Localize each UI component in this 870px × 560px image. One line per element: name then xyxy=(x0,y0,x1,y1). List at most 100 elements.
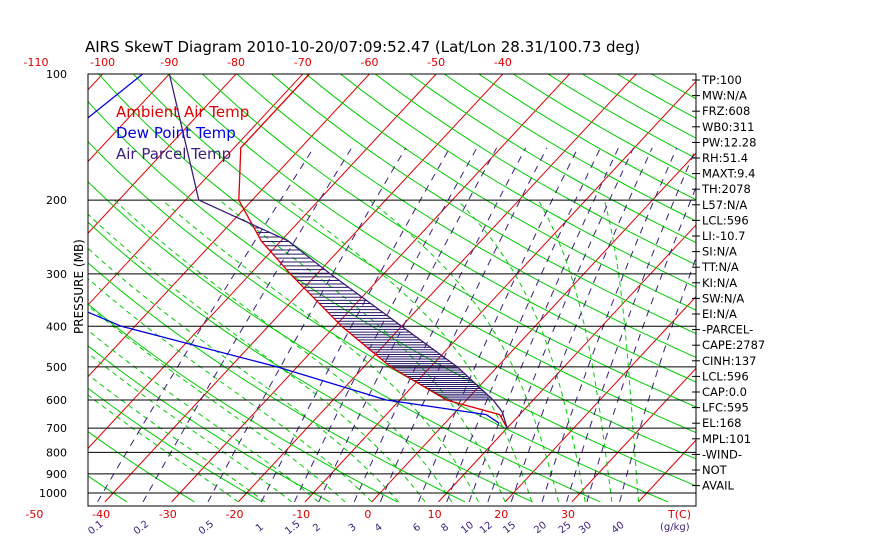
isotherm-line xyxy=(371,152,696,503)
mixing-ratio-line xyxy=(97,147,315,503)
mixing-ratio-tick-label: 20 xyxy=(532,520,549,537)
mixing-ratio-tick-label: 6 xyxy=(411,522,423,535)
index-item: TH:2078 xyxy=(701,182,751,196)
isotherm-line xyxy=(772,55,870,502)
isotherm-line xyxy=(88,74,171,163)
mixing-ratio-tick-label: 1.5 xyxy=(283,519,302,537)
isotherm-line xyxy=(171,74,571,503)
pressure-tick-label: 600 xyxy=(46,394,67,407)
dry-adiabat-line xyxy=(88,181,601,503)
index-item: EI:N/A xyxy=(702,307,737,321)
ambient-temp-line xyxy=(238,74,508,429)
index-item: LI:-10.7 xyxy=(702,229,745,243)
moist-adiabat-line xyxy=(161,199,479,503)
bottom-temp-tick-label: 0 xyxy=(364,508,371,521)
top-temp-tick-label: -110 xyxy=(23,56,48,69)
index-item: CINH:137 xyxy=(702,354,757,368)
pressure-tick-label: 800 xyxy=(46,446,67,459)
mixing-ratio-tick-label: 30 xyxy=(577,520,594,537)
top-temp-tick-label: -50 xyxy=(427,56,445,69)
moist-adiabat-line xyxy=(88,304,346,503)
dry-adiabat-line xyxy=(88,345,330,503)
index-item: NOT xyxy=(702,463,728,477)
isotherm-line xyxy=(504,295,696,503)
top-temp-tick-label: -70 xyxy=(294,56,312,69)
index-item: EL:168 xyxy=(702,416,742,430)
isotherm-line xyxy=(88,74,237,234)
chart-legend: Ambient Air Temp Dew Point Temp Air Parcel… xyxy=(116,103,249,163)
index-item: L57:N/A xyxy=(702,198,747,212)
pressure-tick-label: 900 xyxy=(46,468,67,481)
index-item: MPL:101 xyxy=(702,432,751,446)
isotherm-line xyxy=(571,367,696,503)
pressure-tick-label: 500 xyxy=(46,361,67,374)
legend-item: Air Parcel Temp xyxy=(116,145,231,163)
moist-adiabat-line xyxy=(288,199,533,503)
index-item: PW:12.28 xyxy=(702,135,756,149)
index-item: KI:N/A xyxy=(702,276,737,290)
index-item: CAPE:2787 xyxy=(702,338,765,352)
legend-item: Dew Point Temp xyxy=(116,124,236,142)
isotherm-line xyxy=(104,74,504,503)
mixing-ratio-line xyxy=(510,147,653,503)
index-item: WB0:311 xyxy=(702,120,754,134)
mixing-ratio-tick-label: 8 xyxy=(439,522,451,535)
bottom-temp-tick-label: 10 xyxy=(428,508,442,521)
legend-item: Ambient Air Temp xyxy=(116,103,249,121)
dry-adiabat-line xyxy=(88,387,263,503)
dry-adiabat-line xyxy=(88,431,195,503)
bottom-temp-tick-label: 20 xyxy=(494,508,508,521)
dry-adiabat-line xyxy=(305,74,696,311)
dewpoint-line xyxy=(88,74,499,424)
bottom-temp-tick-label: -50 xyxy=(25,508,43,521)
isotherm-line xyxy=(88,74,304,306)
dry-adiabat-line xyxy=(374,74,696,266)
pressure-tick-label: 700 xyxy=(46,422,67,435)
mixing-ratio-line xyxy=(586,186,696,503)
index-item: CAP:0.0 xyxy=(702,385,747,399)
dry-adiabat-line xyxy=(408,74,696,244)
mixing-ratio-tick-label: 0.2 xyxy=(132,519,151,537)
parcel-temp-line xyxy=(168,74,508,429)
pressure-tick-label: 100 xyxy=(46,68,67,81)
index-item: LCL:596 xyxy=(702,213,749,227)
index-item: RH:51.4 xyxy=(702,151,748,165)
bottom-temp-tick-label: -40 xyxy=(92,508,110,521)
mixing-ratio-unit-label: (g/kg) xyxy=(660,522,690,533)
dry-adiabat-line xyxy=(88,303,398,503)
plot-frame xyxy=(87,73,697,507)
mixing-ratio-tick-label: 25 xyxy=(557,520,574,537)
bottom-temp-unit-label: T(C) xyxy=(667,508,691,521)
isotherm-line xyxy=(88,74,437,450)
mixing-ratio-line xyxy=(379,147,548,503)
index-item: AVAIL xyxy=(702,479,735,493)
dry-adiabat-line xyxy=(339,74,696,288)
dry-adiabat-line xyxy=(132,74,696,434)
index-item: MW:N/A xyxy=(702,89,747,103)
dry-adiabat-line xyxy=(270,74,696,335)
index-item: SW:N/A xyxy=(702,291,744,305)
dry-adiabat-line xyxy=(88,100,696,487)
bottom-temp-tick-label: -30 xyxy=(159,508,177,521)
index-item: -WIND- xyxy=(702,447,742,461)
top-temp-tick-label: -100 xyxy=(90,56,115,69)
dry-adiabat-line xyxy=(167,74,696,408)
index-item: -PARCEL- xyxy=(702,323,753,337)
moist-adiabat-line xyxy=(88,277,373,503)
index-item: MAXT:9.4 xyxy=(702,167,755,181)
mixing-ratio-tick-label: 3 xyxy=(347,522,359,535)
dry-adiabat-line xyxy=(546,74,696,159)
index-item: FRZ:608 xyxy=(702,104,750,118)
mixing-ratio-tick-label: 15 xyxy=(501,520,518,537)
mixing-ratio-tick-label: 1 xyxy=(254,522,266,535)
index-item: SI:N/A xyxy=(702,245,737,259)
mixing-ratio-tick-label: 10 xyxy=(459,520,476,537)
bottom-temp-tick-label: -10 xyxy=(292,508,310,521)
pressure-tick-label: 400 xyxy=(46,320,67,333)
index-item: TT:N/A xyxy=(701,260,739,274)
chart-title: AIRS SkewT Diagram 2010-10-20/07:09:52.4… xyxy=(85,38,640,56)
top-temp-tick-label: -80 xyxy=(227,56,245,69)
index-item: LCL:596 xyxy=(702,369,749,383)
